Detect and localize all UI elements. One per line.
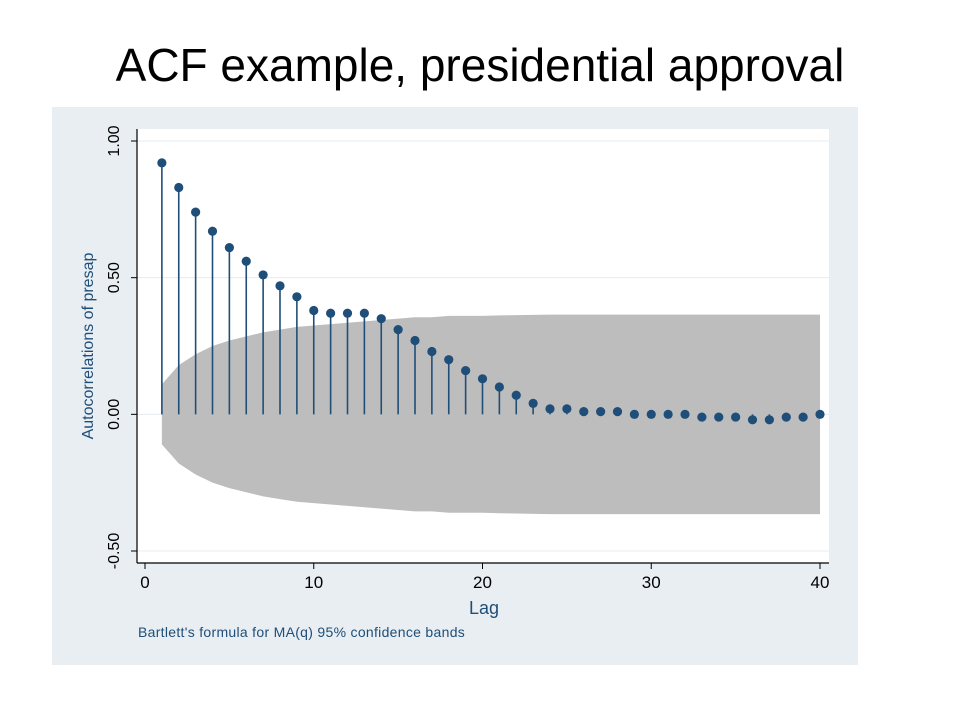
acf-point: [427, 346, 437, 357]
acf-chart: 0 10 20 30 40 -0.50 0.00 0.50 1.00 Lag Autocorr…: [52, 107, 858, 665]
acf-point: [798, 412, 808, 422]
x-ticks: 0 10 20 30 40: [140, 563, 829, 592]
y-tick-label: 0.00: [106, 399, 123, 430]
acf-point: [646, 409, 656, 419]
acf-point: [781, 412, 791, 422]
y-tick-label: 1.00: [106, 125, 123, 156]
acf-point: [511, 390, 521, 400]
acf-point: [545, 404, 555, 414]
acf-point: [207, 226, 218, 236]
acf-point: [629, 409, 639, 419]
acf-point: [528, 398, 538, 408]
y-tick-label: 0.50: [106, 262, 123, 293]
acf-point: [562, 404, 572, 414]
acf-point: [326, 308, 336, 318]
acf-point: [494, 382, 504, 392]
markers: [157, 158, 825, 425]
acf-point: [241, 256, 251, 266]
acf-point: [157, 158, 167, 168]
acf-point: [815, 409, 825, 419]
x-tick-label: 40: [811, 573, 830, 592]
acf-point: [174, 182, 184, 193]
acf-point: [680, 409, 690, 419]
acf-point: [461, 366, 471, 376]
confidence-band: [161, 314, 820, 515]
acf-point: [731, 412, 741, 422]
x-tick-label: 0: [140, 573, 149, 592]
y-ticks: -0.50 0.00 0.50 1.00: [106, 125, 137, 569]
x-tick-label: 30: [642, 573, 661, 592]
x-tick-label: 10: [304, 573, 323, 592]
acf-point: [275, 281, 285, 291]
acf-point: [596, 407, 606, 417]
acf-point: [477, 374, 488, 384]
x-tick-label: 20: [473, 573, 492, 592]
acf-point: [714, 412, 724, 422]
acf-point: [747, 415, 758, 425]
slide-title: ACF example, presidential approval: [115, 39, 845, 91]
acf-point: [579, 407, 589, 417]
acf-point: [444, 355, 454, 365]
acf-point: [292, 292, 302, 302]
acf-point: [376, 314, 386, 324]
x-axis-label: Lag: [469, 598, 499, 618]
acf-point: [258, 270, 268, 280]
y-axis-label: Autocorrelations of presap: [80, 253, 97, 440]
y-tick-label: -0.50: [106, 533, 123, 570]
acf-point: [309, 305, 319, 316]
acf-point: [359, 308, 369, 318]
acf-point: [410, 335, 420, 346]
acf-point: [663, 409, 673, 419]
acf-point: [342, 308, 353, 318]
stems: [161, 162, 804, 420]
acf-chart-svg: 0 10 20 30 40 -0.50 0.00 0.50 1.00 Lag Autocorr…: [52, 107, 858, 665]
acf-point: [224, 243, 234, 253]
chart-note: Bartlett's formula for MA(q) 95% confide…: [138, 624, 465, 640]
acf-point: [764, 415, 774, 425]
acf-point: [191, 207, 201, 217]
acf-point: [612, 407, 623, 417]
acf-point: [393, 325, 403, 335]
acf-point: [697, 412, 707, 422]
